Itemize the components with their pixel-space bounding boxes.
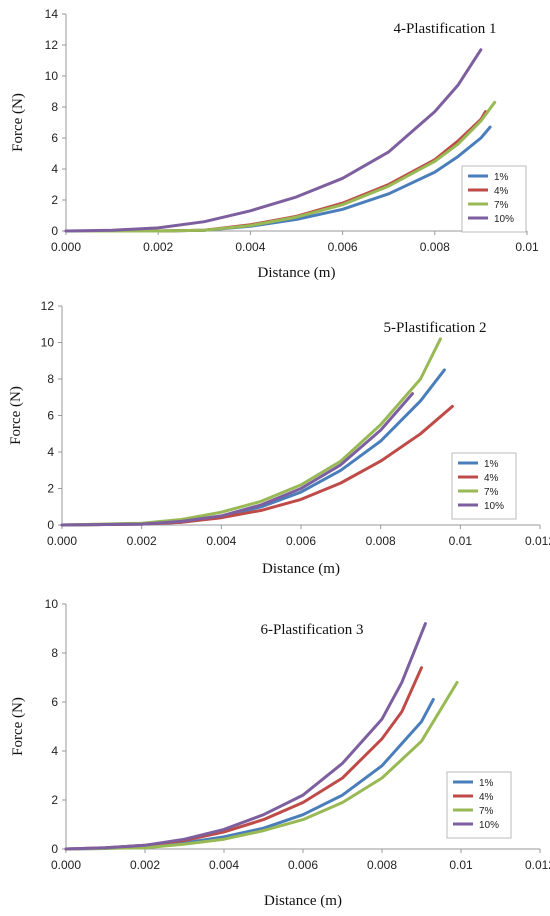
series-line-1pct [64,125,492,233]
x-tick-label: 0.006 [288,858,318,872]
chart-title: 6-Plastification 3 [261,622,364,638]
y-tick-label: 0 [47,518,54,532]
x-tick-label: 0.008 [420,240,450,254]
y-tick-label: 4 [51,162,58,176]
y-tick-label: 4 [47,445,54,459]
legend-label: 4% [484,473,499,484]
legend-label: 4% [479,792,494,803]
y-tick-label: 10 [41,336,55,350]
y-tick-label: 6 [51,131,58,145]
x-tick-label: 0.008 [366,534,396,548]
x-tick-label: 0.01 [449,534,473,548]
x-tick-label: 0.006 [328,240,358,254]
legend-label: 7% [494,200,509,211]
x-tick-label: 0.006 [286,534,316,548]
x-tick-label: 0.01 [449,858,473,872]
x-tick-label: 0.01 [515,240,539,254]
chart-title: 5-Plastification 2 [384,320,487,336]
x-axis-title: Distance (m) [264,893,342,909]
legend-label: 10% [479,820,499,831]
y-tick-label: 2 [51,193,58,207]
series-line-10pct [64,48,483,233]
y-axis-title: Force (N) [10,697,26,756]
legend-label: 10% [494,214,514,225]
x-axis-title: Distance (m) [258,265,336,281]
y-tick-label: 0 [51,224,58,238]
x-tick-label: 0.000 [51,240,81,254]
legend: 1% 4% 7% 10% [451,452,517,520]
legend-box [451,452,517,520]
x-tick-label: 0.000 [47,534,77,548]
y-tick-label: 10 [45,597,59,611]
y-tick-label: 8 [51,100,58,114]
y-tick-label: 10 [45,69,59,83]
y-tick-label: 12 [41,299,55,313]
series-line-1pct [60,368,446,527]
y-tick-label: 12 [45,38,59,52]
y-axis-title: Force (N) [8,386,24,445]
series-line-10pct [60,392,414,527]
chart-2: 0 2 4 6 8 10 12 0.000 0.002 0.004 0.006 0.008 0.01 0.… [8,299,550,577]
y-tick-label: 6 [47,409,54,423]
series-line-7pct [64,680,459,851]
chart-3: 0 2 4 6 8 10 0.000 0.002 0.004 0.006 0.008 0.01 0.01… [10,597,550,909]
x-tick-label: 0.002 [127,534,157,548]
y-tick-label: 0 [51,842,58,856]
x-tick-label: 0.000 [51,858,81,872]
legend: 1% 4% 7% 10% [461,165,527,233]
x-tick-label: 0.004 [209,858,239,872]
y-tick-label: 4 [51,744,58,758]
y-tick-label: 6 [51,695,58,709]
x-tick-label: 0.012 [525,534,550,548]
y-tick-label: 2 [51,793,58,807]
legend-label: 1% [484,459,499,470]
x-axis-title: Distance (m) [262,561,340,577]
legend: 1% 4% 7% 10% [446,771,512,839]
chart-1: 0 2 4 6 8 10 12 14 0.000 0.002 0.004 0.006 0.008 0.01… [10,7,539,281]
x-tick-label: 0.002 [143,240,173,254]
x-tick-label: 0.004 [206,534,236,548]
legend-label: 1% [479,778,494,789]
legend-label: 4% [494,186,509,197]
chart-title: 4-Plastification 1 [394,21,497,37]
x-tick-label: 0.004 [235,240,265,254]
x-tick-label: 0.008 [367,858,397,872]
legend-label: 1% [494,172,509,183]
legend-label: 7% [479,806,494,817]
x-tick-label: 0.002 [130,858,160,872]
y-axis-title: Force (N) [10,93,26,152]
legend-label: 10% [484,501,504,512]
x-tick-label: 0.012 [525,858,550,872]
y-tick-label: 8 [51,646,58,660]
y-tick-label: 14 [45,7,59,21]
y-tick-label: 2 [47,482,54,496]
y-tick-label: 8 [47,372,54,386]
legend-label: 7% [484,487,499,498]
series-line-7pct [60,337,442,527]
series-line-7pct [64,100,497,233]
series-line-4pct [64,110,487,233]
series-line-10pct [64,622,427,851]
